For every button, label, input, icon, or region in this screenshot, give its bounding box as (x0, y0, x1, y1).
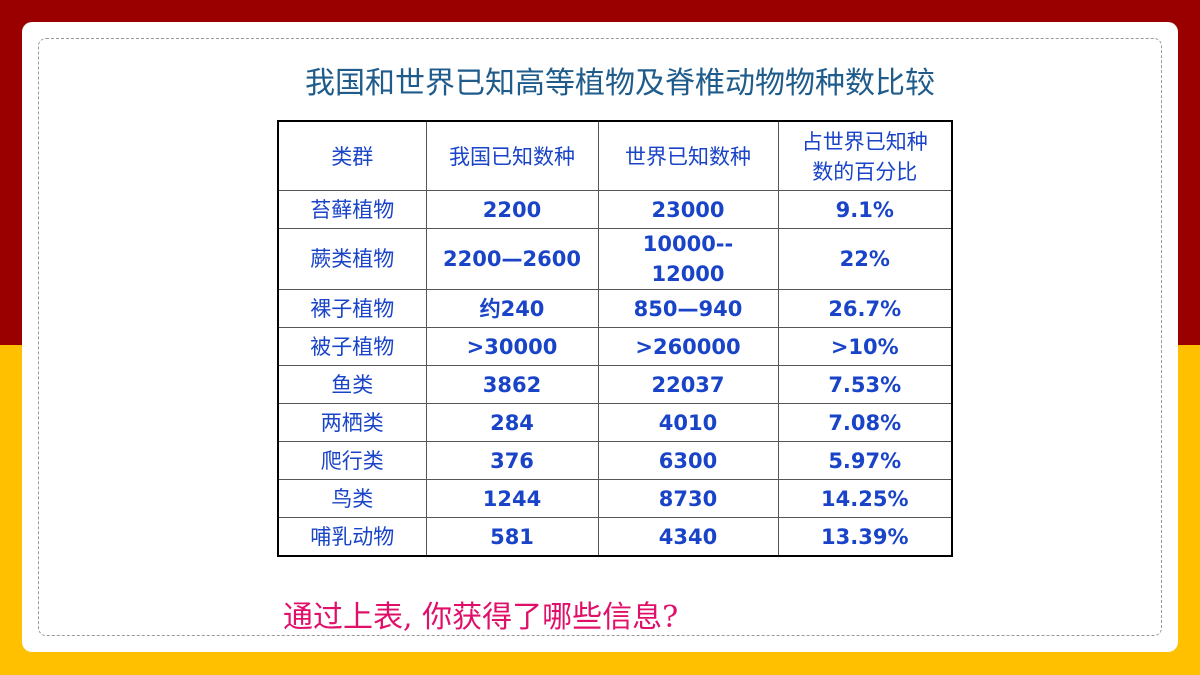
value-cell: 14.25% (777, 479, 953, 518)
slide-title: 我国和世界已知高等植物及脊椎动物物种数比较 (305, 66, 935, 101)
group-cell: 蕨类植物 (277, 228, 427, 290)
table-row: 哺乳动物 581 4340 13.39% (277, 517, 953, 557)
value-cell: >30000 (425, 327, 599, 366)
value-cell: 22037 (597, 365, 779, 404)
value-cell: 5.97% (777, 441, 953, 480)
value-cell: 3862 (425, 365, 599, 404)
value-cell: >260000 (597, 327, 779, 366)
table-row: 鱼类 3862 22037 7.53% (277, 365, 953, 404)
table-row: 被子植物 >30000 >260000 >10% (277, 327, 953, 366)
value-cell: >10% (777, 327, 953, 366)
header-cell: 类群 (277, 120, 427, 191)
group-cell: 哺乳动物 (277, 517, 427, 557)
value-cell: 284 (425, 403, 599, 442)
group-cell: 苔藓植物 (277, 190, 427, 229)
group-cell: 被子植物 (277, 327, 427, 366)
value-cell: 581 (425, 517, 599, 557)
table-row: 苔藓植物 2200 23000 9.1% (277, 190, 953, 229)
value-cell: 9.1% (777, 190, 953, 229)
value-cell: 376 (425, 441, 599, 480)
value-cell: 26.7% (777, 289, 953, 328)
value-cell: 6300 (597, 441, 779, 480)
group-cell: 鸟类 (277, 479, 427, 518)
table-row: 爬行类 376 6300 5.97% (277, 441, 953, 480)
value-cell: 8730 (597, 479, 779, 518)
group-cell: 两栖类 (277, 403, 427, 442)
table-row: 蕨类植物 2200—2600 10000-- 12000 22% (277, 228, 953, 290)
value-cell: 1244 (425, 479, 599, 518)
dashed-frame (38, 38, 1162, 636)
value-cell: 7.53% (777, 365, 953, 404)
data-table: 类群 我国已知数种 世界已知数种 占世界已知种数的百分比 苔藓植物 2200 23000 9.… (277, 120, 953, 557)
group-cell: 裸子植物 (277, 289, 427, 328)
value-cell: 22% (777, 228, 953, 290)
header-row: 类群 我国已知数种 世界已知数种 占世界已知种数的百分比 (277, 120, 953, 191)
group-cell: 爬行类 (277, 441, 427, 480)
header-cell: 我国已知数种 (425, 120, 599, 191)
header-cell: 世界已知数种 (597, 120, 779, 191)
question: 通过上表, 你获得了哪些信息? (283, 600, 679, 635)
value-cell: 23000 (597, 190, 779, 229)
value-cell: 2200—2600 (425, 228, 599, 290)
value-cell: 13.39% (777, 517, 953, 557)
value-cell: 2200 (425, 190, 599, 229)
group-cell: 鱼类 (277, 365, 427, 404)
table-row: 裸子植物 约240 850—940 26.7% (277, 289, 953, 328)
value-cell: 7.08% (777, 403, 953, 442)
table-row: 两栖类 284 4010 7.08% (277, 403, 953, 442)
header-cell: 占世界已知种数的百分比 (777, 120, 953, 191)
value-cell: 4010 (597, 403, 779, 442)
value-cell: 约240 (425, 289, 599, 328)
table-row: 鸟类 1244 8730 14.25% (277, 479, 953, 518)
value-cell: 10000-- 12000 (597, 228, 779, 290)
value-cell: 850—940 (597, 289, 779, 328)
value-cell: 4340 (597, 517, 779, 557)
